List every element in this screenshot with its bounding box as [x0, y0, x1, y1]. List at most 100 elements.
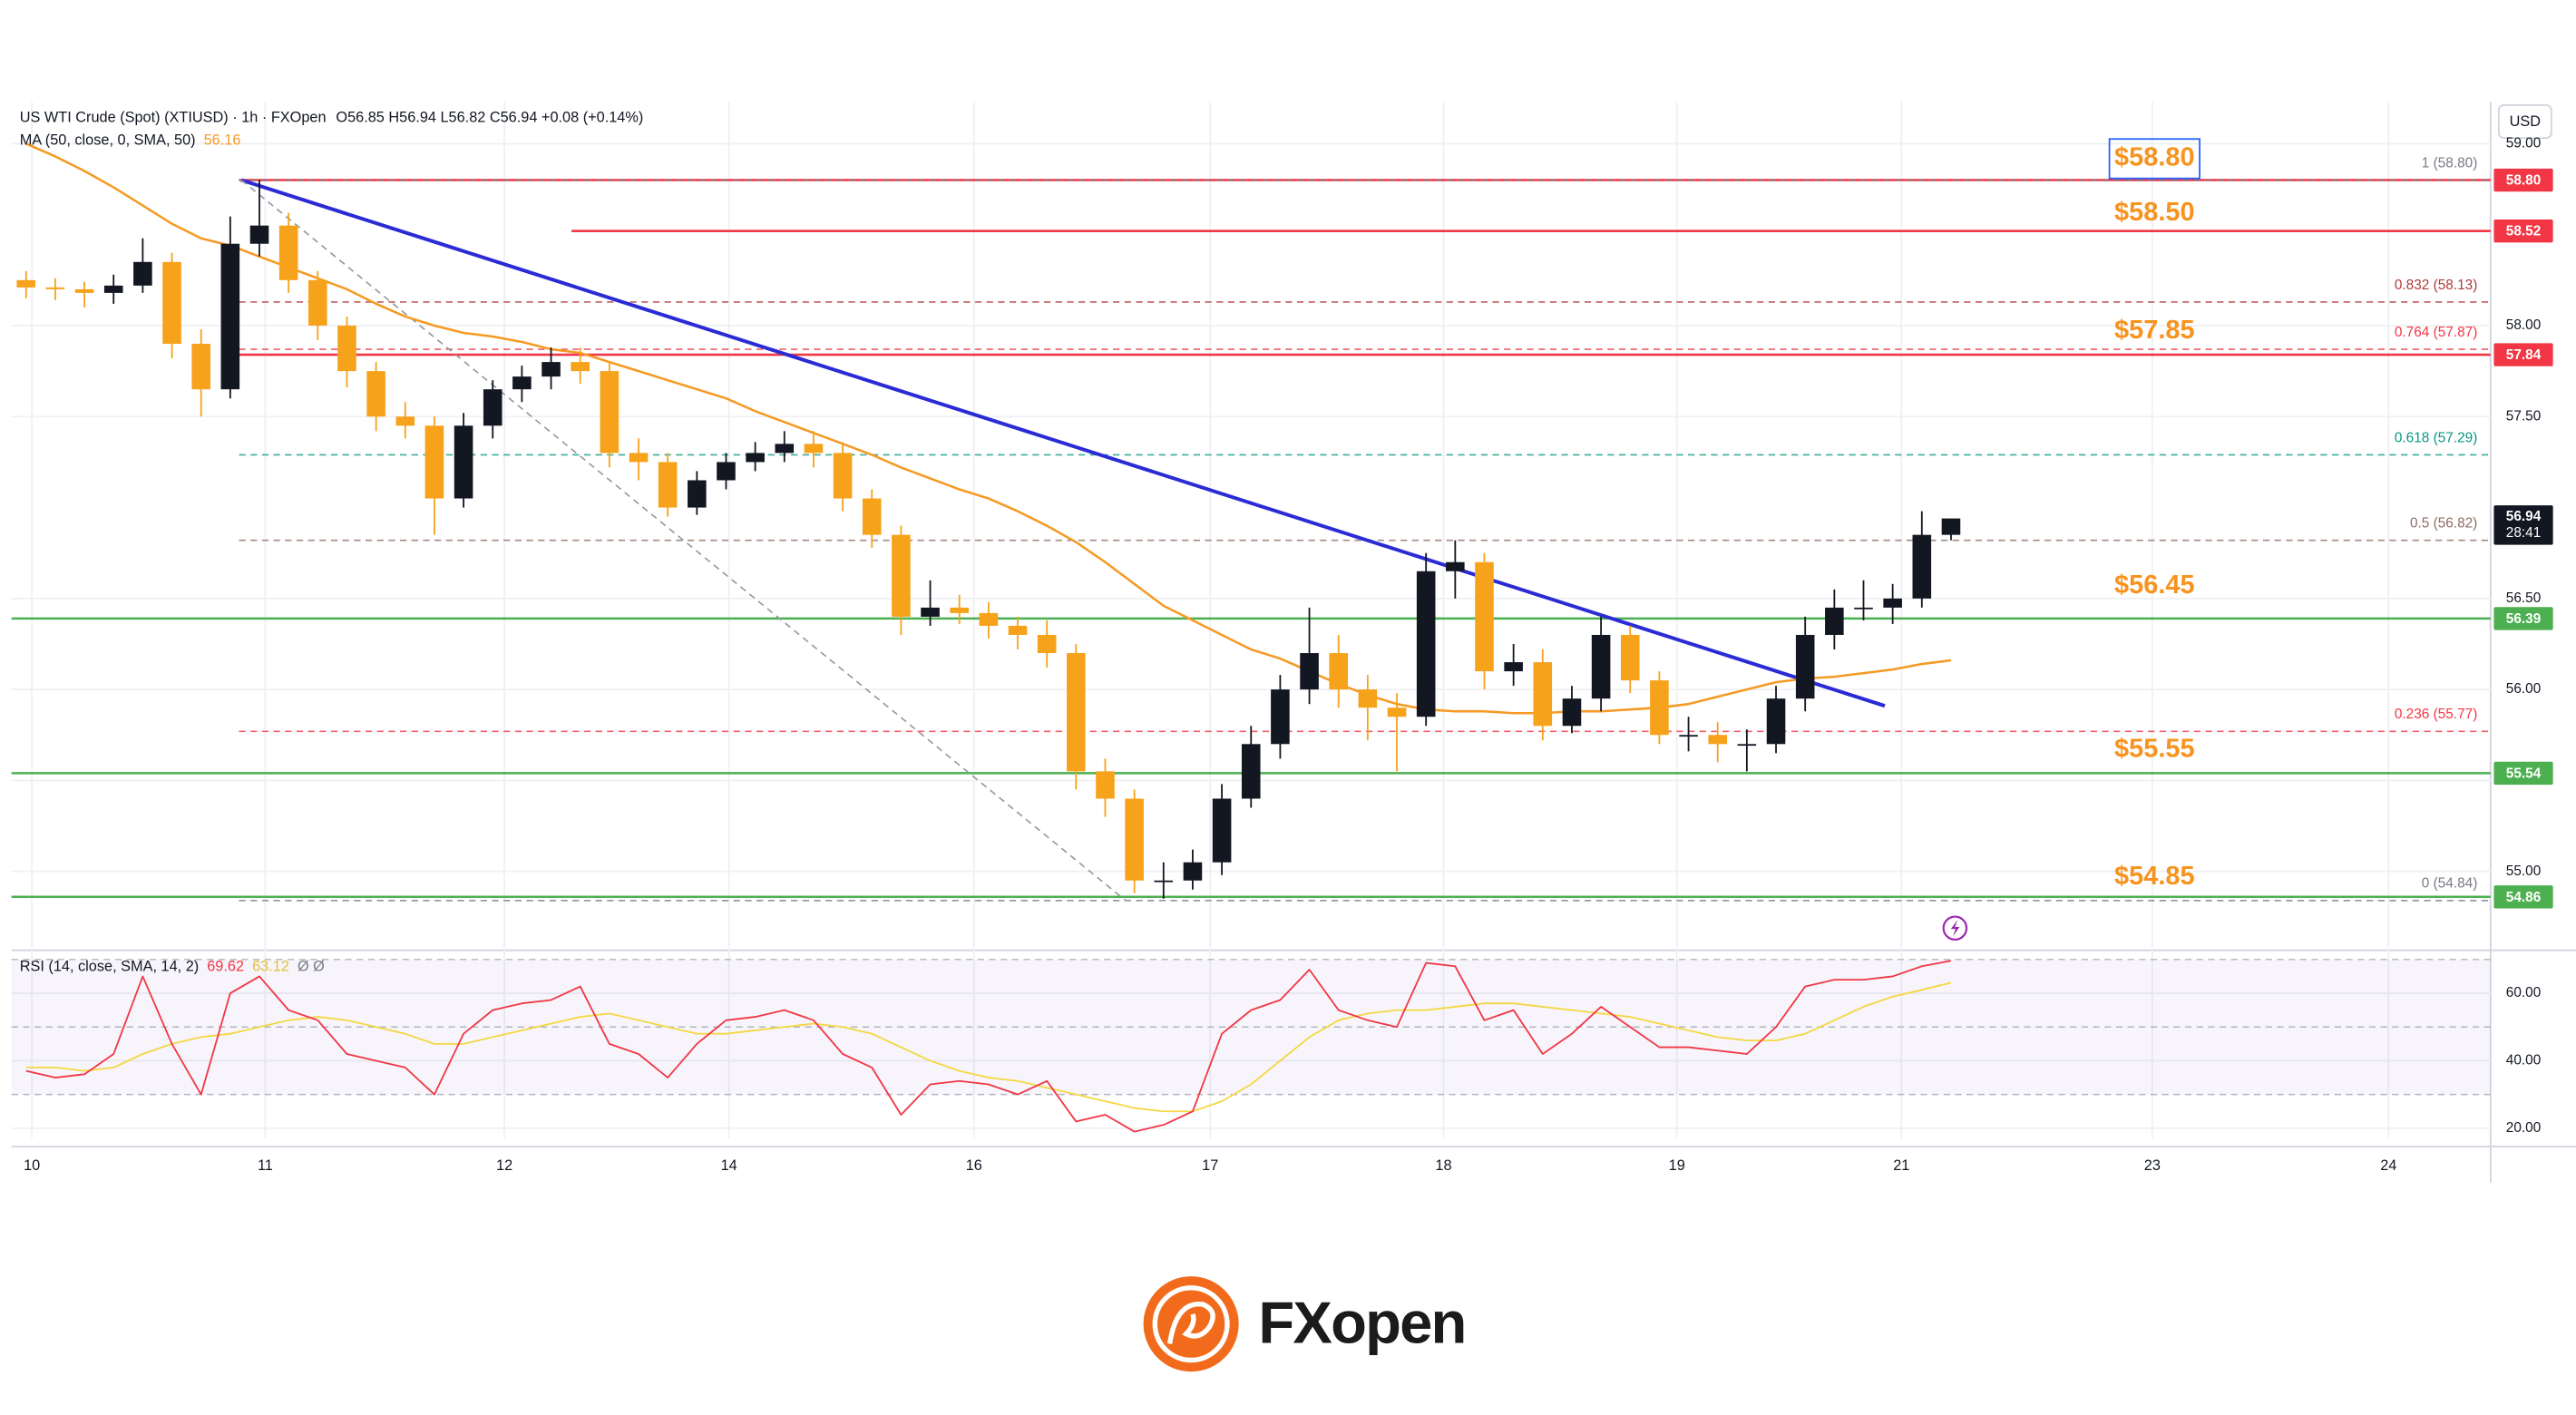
annotation-box	[2108, 138, 2200, 180]
candle-body	[804, 444, 824, 454]
candle-body	[1737, 744, 1757, 747]
candle-body	[1650, 680, 1669, 736]
candle-body	[74, 288, 94, 293]
candle-body	[454, 425, 473, 499]
fib-label: 0.236 (55.77)	[2395, 707, 2477, 722]
candle-body	[483, 389, 503, 426]
candle-body	[1941, 518, 1961, 535]
candle-body	[1387, 708, 1407, 717]
level-price-box	[2493, 607, 2553, 630]
logo-text: FXopen	[1258, 1290, 1465, 1356]
x-tick-label: 23	[2144, 1157, 2161, 1174]
last-price-label: 56.94	[2506, 509, 2542, 524]
logo: FXopen	[1143, 1276, 1467, 1372]
trendline	[240, 178, 1886, 708]
candle-body	[629, 453, 649, 463]
candle-body	[1358, 689, 1378, 708]
x-tick-label: 16	[966, 1157, 982, 1174]
rsi-ma-line	[25, 981, 1952, 1113]
candle-body	[600, 371, 620, 454]
candle-body	[512, 376, 532, 390]
rsi-extra: Ø Ø	[298, 959, 325, 975]
candle-body	[717, 462, 736, 481]
level-price-label: 58.80	[2506, 172, 2541, 188]
y-tick-label: 56.00	[2506, 681, 2541, 697]
candle-body	[1446, 561, 1465, 571]
rsi-band-fill	[11, 959, 2491, 1095]
candle-body	[571, 362, 590, 372]
candle-body	[833, 453, 853, 499]
candle-body	[1883, 598, 1902, 608]
level-price-label: 55.54	[2506, 766, 2542, 781]
candle-body	[1067, 653, 1086, 772]
trendline	[240, 179, 1127, 902]
fib-label: 0.764 (57.87)	[2395, 325, 2477, 340]
rsi-tick-label: 20.00	[2506, 1120, 2541, 1136]
ma-legend: MA (50, close, 0, SMA, 50) 56.16	[20, 132, 241, 149]
candle-body	[746, 453, 765, 463]
currency-box[interactable]	[2497, 103, 2552, 140]
alert-bolt[interactable]	[1950, 920, 1960, 937]
candle-body	[542, 362, 561, 377]
level-price-label: 56.39	[2506, 611, 2541, 627]
x-tick-label: 10	[24, 1157, 40, 1174]
candle-body	[1271, 689, 1290, 745]
rsi-value: 69.62	[207, 959, 244, 975]
candle-body	[921, 607, 940, 617]
grid	[11, 102, 2491, 1139]
level-annotation: $56.45	[2114, 571, 2195, 600]
candle-body	[1096, 771, 1115, 799]
alert-icon[interactable]	[1942, 915, 1968, 941]
candle-body	[1504, 662, 1523, 672]
logo-dragon	[1166, 1302, 1215, 1344]
y-tick-label: 57.50	[2506, 408, 2541, 424]
fib-label: 1 (58.80)	[2422, 155, 2478, 171]
level-annotation: $55.55	[2114, 735, 2195, 764]
rsi-tick-label: 40.00	[2506, 1053, 2541, 1069]
candle-body	[1125, 798, 1144, 881]
annotations: 1 (58.80) 0.832 (58.13) 0.764 (57.87) 0.618…	[2108, 138, 2478, 892]
candle-body	[220, 243, 240, 390]
candle-body	[366, 371, 385, 417]
candle-body	[862, 498, 882, 535]
candle-body	[775, 444, 795, 454]
rsi-name: RSI (14, close, SMA, 14, 2)	[20, 959, 199, 975]
level-price-label: 58.52	[2506, 224, 2541, 239]
candle-body	[1475, 561, 1494, 672]
level-price-box	[2493, 885, 2553, 909]
x-tick-label: 19	[1669, 1157, 1685, 1174]
candle-body	[658, 462, 678, 508]
candle-body	[950, 607, 969, 613]
candle-body	[979, 612, 999, 626]
x-tick-label: 11	[258, 1157, 273, 1174]
x-tick-label: 14	[721, 1157, 737, 1174]
candle-body	[45, 287, 65, 289]
trendlines	[240, 178, 1886, 902]
bar-countdown: 28:41	[2506, 525, 2541, 541]
level-annotation: $58.80	[2114, 143, 2195, 172]
x-tick-label: 18	[1435, 1157, 1451, 1174]
candle-body	[191, 344, 210, 390]
candle-body	[1562, 698, 1582, 727]
rsi-ma-value: 63.12	[252, 959, 289, 975]
last-price-box	[2493, 505, 2553, 545]
candle-body	[688, 480, 707, 508]
candle-body	[337, 325, 356, 372]
logo-ring	[1152, 1285, 1230, 1363]
candle-body	[1912, 534, 1932, 599]
candle-body	[249, 225, 269, 244]
candle-body	[1591, 634, 1611, 699]
level-annotation: $58.50	[2114, 198, 2195, 227]
candle-body	[1212, 798, 1232, 863]
candle-body	[1795, 634, 1815, 699]
price-pane	[11, 102, 2491, 948]
candle-body	[1154, 880, 1174, 883]
candle-body	[1008, 625, 1028, 635]
x-tick-label: 17	[1202, 1157, 1218, 1174]
candle-body	[1766, 698, 1786, 745]
candle-body	[1183, 862, 1203, 881]
candle-body	[1679, 735, 1698, 737]
